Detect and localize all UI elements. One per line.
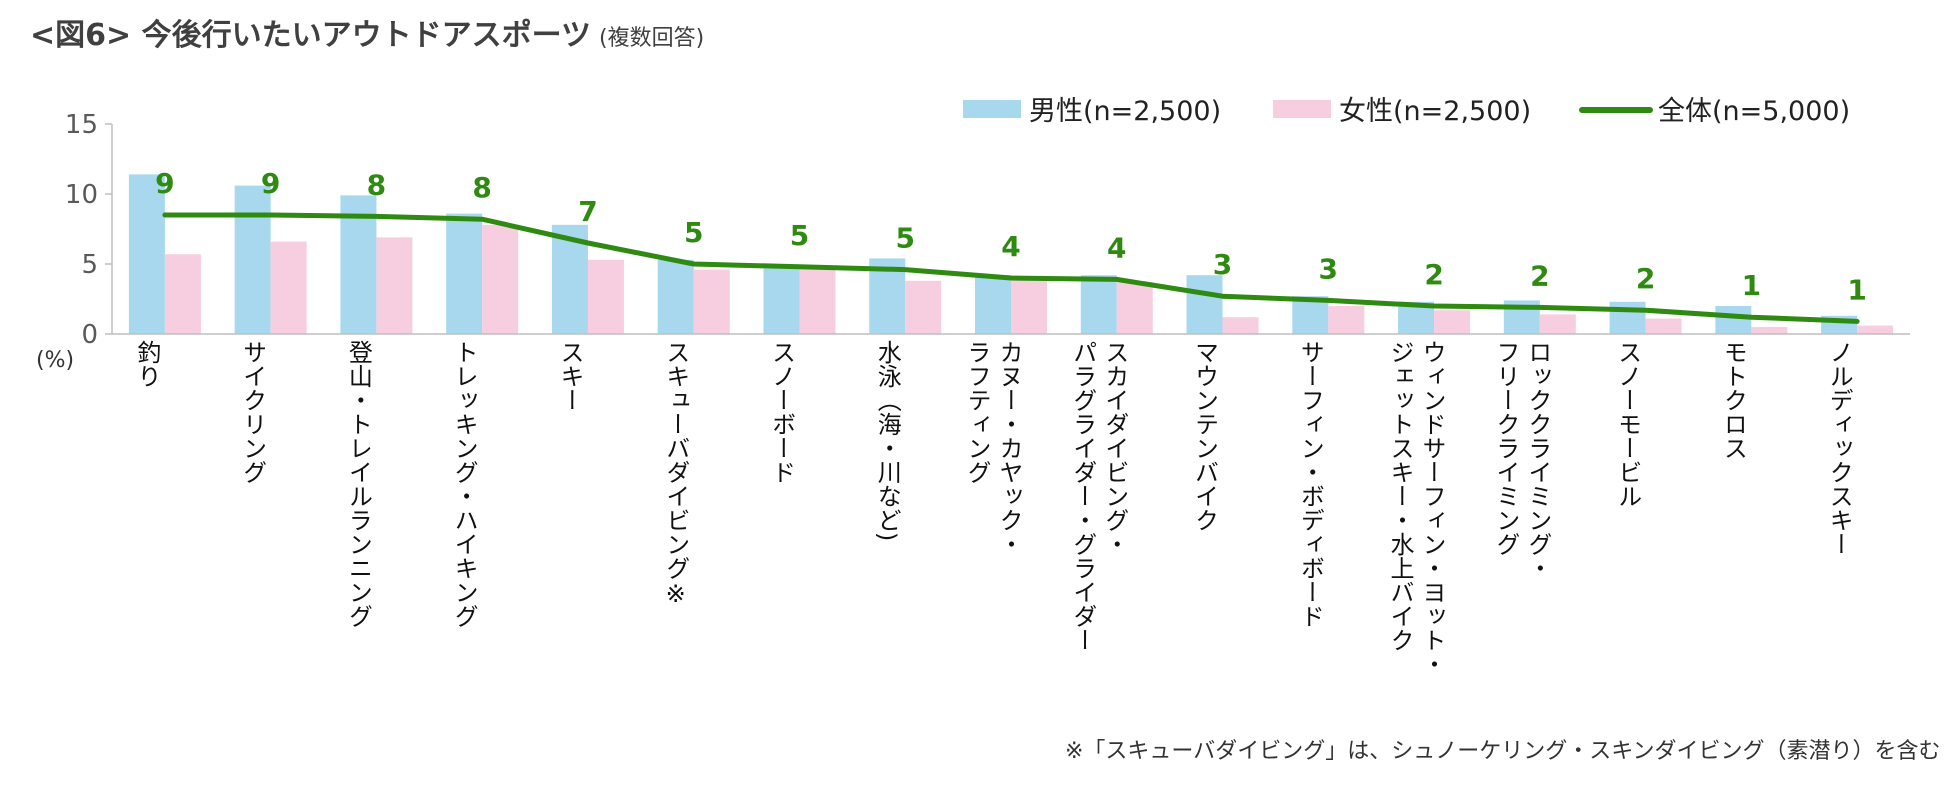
- y-tick-label: 5: [81, 250, 98, 280]
- x-tick-label: カヌー・カヤック・ ラフティング: [963, 340, 1023, 556]
- bar-female: [693, 269, 730, 334]
- data-label-total: 4: [1107, 231, 1126, 264]
- data-label-total: 7: [578, 195, 597, 228]
- bar-female: [799, 268, 836, 334]
- bar-female: [1011, 279, 1047, 334]
- x-tick-label: トレッキング・ハイキング: [450, 340, 479, 628]
- data-label-total: 5: [895, 222, 914, 255]
- legend-swatch: [963, 100, 1021, 118]
- x-tick-label: ロッククライミング・ フリークライミング: [1491, 340, 1552, 580]
- chart-title: <図6> 今後行いたいアウトドアスポーツ (複数回答): [30, 10, 704, 54]
- data-label-total: 2: [1424, 258, 1443, 291]
- data-label-total: 5: [790, 219, 809, 252]
- data-label-total: 8: [367, 168, 386, 201]
- bar-female: [1434, 310, 1471, 334]
- bar-female: [1222, 317, 1259, 334]
- x-tick-label: サイクリング: [238, 340, 267, 484]
- legend-label: 全体(n=5,000): [1658, 96, 1850, 127]
- x-tick-label: マウンテンバイク: [1190, 340, 1219, 532]
- bar-male: [1080, 275, 1117, 334]
- bar-female: [587, 259, 624, 334]
- y-tick-label: 10: [65, 180, 98, 210]
- x-tick-label: スカイダイビング・ パラグライダー・グライダー: [1068, 340, 1129, 652]
- data-label-total: 1: [1742, 269, 1761, 302]
- bar-female: [1857, 325, 1894, 334]
- x-tick-label: スキー: [555, 340, 584, 412]
- x-tick-label: ノルディックスキー: [1825, 340, 1854, 556]
- bar-female: [1328, 306, 1365, 334]
- footnote: ※「スキューバダイビング」は、シュノーケリング・スキンダイビング（素潜り）を含む: [1065, 739, 1941, 764]
- data-label-total: 9: [155, 167, 174, 200]
- x-tick-label: スキューバダイビング※: [661, 340, 690, 608]
- data-label-total: 9: [261, 167, 280, 200]
- legend-swatch: [1273, 100, 1331, 118]
- data-label-total: 3: [1213, 248, 1232, 281]
- y-tick-label: 0: [81, 320, 98, 350]
- x-tick-label: 釣り: [132, 340, 161, 388]
- line-total: [162, 212, 1860, 324]
- bar-female: [1539, 314, 1576, 334]
- bar-male: [446, 213, 483, 334]
- chart-title-main: <図6> 今後行いたいアウトドアスポーツ: [30, 18, 591, 53]
- y-axis-unit: (%): [36, 348, 75, 373]
- bar-female: [376, 237, 413, 334]
- data-label-total: 2: [1636, 262, 1655, 295]
- bar-male: [657, 259, 694, 334]
- x-tick-label: ウィンドサーフィン・ヨット・ ジェットスキー・水上バイク: [1386, 340, 1447, 676]
- bar-male: [1715, 306, 1752, 334]
- bar-male: [763, 265, 800, 334]
- bar-male: [1609, 301, 1646, 334]
- bar-male: [234, 185, 271, 334]
- bar-female: [1645, 318, 1682, 334]
- bar-female: [1116, 282, 1153, 334]
- x-tick-label: モトクロス: [1719, 340, 1748, 460]
- bar-female: [905, 280, 942, 334]
- legend-label: 男性(n=2,500): [1029, 96, 1221, 127]
- data-label-total: 3: [1319, 252, 1338, 285]
- legend-label: 女性(n=2,500): [1339, 96, 1531, 127]
- x-tick-label: 水泳（海・川など): [873, 340, 902, 542]
- bar-male: [975, 275, 1011, 334]
- bar-male: [128, 174, 165, 334]
- data-label-total: 2: [1530, 259, 1549, 292]
- bar-female: [482, 224, 519, 334]
- y-tick-label: 15: [65, 110, 98, 140]
- bar-female: [270, 241, 307, 334]
- x-tick-label: スノーボード: [767, 340, 796, 484]
- bar-female: [1751, 327, 1788, 334]
- x-tick-label: サーフィン・ボディボード: [1296, 340, 1325, 628]
- data-label-total: 1: [1847, 273, 1866, 306]
- data-label-total: 8: [472, 171, 491, 204]
- bar-female: [164, 254, 201, 334]
- chart-title-sub: (複数回答): [599, 26, 705, 51]
- x-tick-label: スノーモービル: [1613, 340, 1642, 508]
- data-label-total: 5: [684, 216, 703, 249]
- data-label-total: 4: [1001, 230, 1020, 263]
- bar-male: [1186, 275, 1223, 334]
- x-tick-label: 登山・トレイルランニング: [344, 340, 373, 628]
